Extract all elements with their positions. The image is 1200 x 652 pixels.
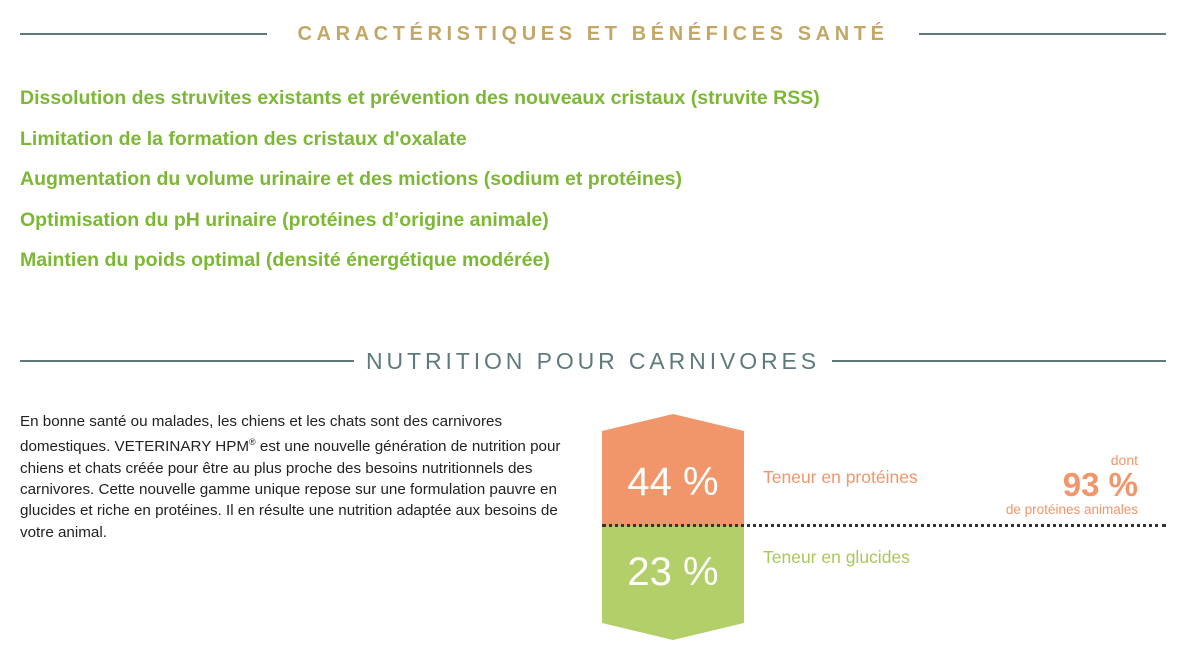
carbs-hexagon: 23 % — [602, 526, 744, 640]
benefits-list: Dissolution des struvites existants et p… — [20, 84, 820, 287]
heading-rule-left — [20, 33, 268, 35]
intro-text-1: En bonne santé ou malades, les chiens et… — [20, 413, 503, 456]
animal-protein-box: dont 93 % de protéines animales — [1006, 452, 1138, 518]
animal-protein-label: de protéines animales — [1005, 502, 1138, 517]
benefit-item: Dissolution des struvites existants et p… — [20, 87, 820, 109]
registered-mark: ® — [249, 437, 256, 448]
protein-hexagon: 44 % — [602, 414, 744, 526]
protein-percentage: 44 % — [627, 460, 719, 504]
animal-protein-percentage: 93 % — [1062, 466, 1138, 503]
benefit-item: Augmentation du volume urinaire et des m… — [20, 168, 683, 190]
carbs-percentage: 23 % — [627, 550, 719, 594]
benefits-title: CARACTÉRISTIQUES ET BÉNÉFICES SANTÉ — [297, 22, 889, 45]
nutrition-heading: NUTRITION POUR CARNIVORES — [20, 346, 1166, 376]
intro-text-2: est une nouvelle génération de nutrition… — [20, 438, 561, 541]
benefit-item: Maintien du poids optimal (densité énerg… — [20, 249, 550, 271]
heading-rule-right — [832, 360, 1166, 362]
dotted-divider — [602, 524, 1166, 527]
carbs-label: Teneur en glucides — [763, 547, 910, 567]
heading-rule-right — [918, 33, 1167, 35]
protein-label: Teneur en protéines — [763, 467, 918, 487]
benefits-heading: CARACTÉRISTIQUES ET BÉNÉFICES SANTÉ — [20, 20, 1167, 48]
benefit-item: Limitation de la formation des cristaux … — [20, 127, 467, 150]
benefit-item: Optimisation du pH urinaire (protéines d… — [20, 208, 549, 231]
nutrition-title: NUTRITION POUR CARNIVORES — [365, 347, 821, 374]
nutrition-intro: En bonne santé ou malades, les chiens et… — [20, 411, 570, 543]
heading-rule-left — [20, 360, 354, 362]
animal-protein-prefix: dont — [1110, 452, 1138, 468]
